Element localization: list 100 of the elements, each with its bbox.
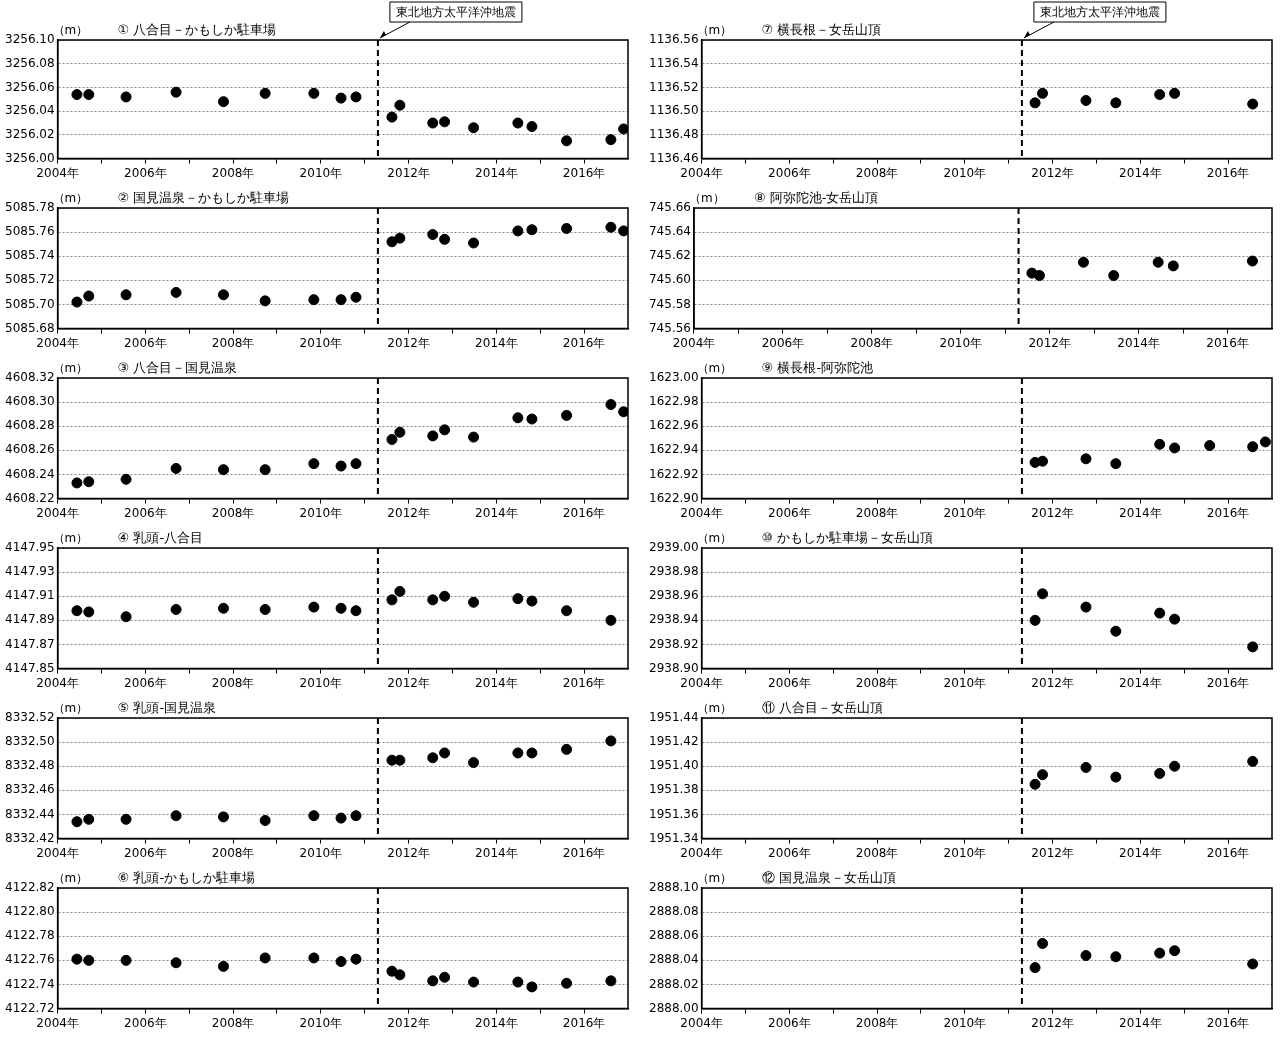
x-tick-label: 2008年 xyxy=(211,165,255,180)
chart-title: ⑧ 阿弥陀池-女岳山頂 xyxy=(753,189,879,205)
point xyxy=(1029,614,1041,626)
x-tick-label: 2012年 xyxy=(1031,505,1074,520)
point xyxy=(1169,442,1181,454)
x-tick-label: 2016年 xyxy=(562,675,606,690)
x-tick-label: 2006年 xyxy=(124,335,167,350)
y-tick-label: 1622.98 xyxy=(649,394,699,409)
x-tick-label: 2010年 xyxy=(299,165,343,180)
chart-title: ③ 八合目－国見温泉 xyxy=(117,359,238,375)
y-tick-label: 4608.24 xyxy=(5,466,55,481)
x-tick-label: 2014年 xyxy=(475,1015,518,1030)
x-tick-label: 2016年 xyxy=(1206,845,1250,860)
y-tick-label: 8332.46 xyxy=(5,782,55,797)
point xyxy=(308,458,320,470)
point xyxy=(512,412,524,424)
y-tick-label: 2888.02 xyxy=(649,976,699,991)
y-tick-label: 5085.72 xyxy=(5,272,55,287)
x-tick-label: 2004年 xyxy=(36,1015,79,1030)
point xyxy=(605,134,617,146)
point xyxy=(618,123,628,135)
point xyxy=(439,590,451,602)
point xyxy=(526,224,538,236)
point xyxy=(1080,601,1092,613)
point xyxy=(71,89,83,101)
y-tick-label: 4122.72 xyxy=(5,1000,55,1015)
y-tick-label: 3256.04 xyxy=(5,103,55,118)
y-tick-label: 745.56 xyxy=(648,320,691,335)
x-tick-label: 2014年 xyxy=(1119,845,1162,860)
point xyxy=(217,464,229,476)
point xyxy=(394,426,406,438)
point xyxy=(1080,761,1092,773)
point xyxy=(561,605,573,617)
point xyxy=(512,117,524,129)
point xyxy=(561,223,573,234)
x-tick-label: 2012年 xyxy=(387,335,430,350)
y-tick-label: 2939.00 xyxy=(649,540,699,555)
point xyxy=(1080,950,1092,962)
point xyxy=(427,752,439,764)
point xyxy=(1204,440,1216,452)
point xyxy=(605,614,617,626)
y-tick-label: 745.66 xyxy=(648,200,691,215)
y-tick-label: 1136.52 xyxy=(649,79,699,94)
point xyxy=(120,473,132,485)
x-tick-label: 2004年 xyxy=(680,1015,723,1030)
point xyxy=(217,811,229,823)
point xyxy=(605,735,617,747)
point xyxy=(1167,260,1179,272)
point xyxy=(1029,778,1041,790)
point xyxy=(71,953,83,965)
y-tick-label: 4147.93 xyxy=(5,564,55,579)
y-tick-label: 2938.94 xyxy=(649,612,699,627)
x-tick-label: 2004年 xyxy=(36,165,79,180)
x-tick-label: 2010年 xyxy=(943,165,987,180)
x-tick-label: 2004年 xyxy=(680,675,723,690)
y-tick-label: 1951.34 xyxy=(649,830,699,845)
point xyxy=(605,975,617,987)
point xyxy=(1169,760,1181,772)
point xyxy=(170,604,182,616)
y-axis-title: （m） xyxy=(52,531,89,546)
x-tick-label: 2016年 xyxy=(1206,1015,1250,1030)
point xyxy=(120,611,132,623)
x-tick-label: 2010年 xyxy=(943,1015,987,1030)
x-tick-label: 2012年 xyxy=(1031,165,1074,180)
y-tick-label: 5085.74 xyxy=(5,248,55,263)
point xyxy=(512,976,524,988)
point xyxy=(350,810,362,822)
point xyxy=(335,294,347,306)
point xyxy=(350,953,362,965)
point xyxy=(427,229,439,241)
point xyxy=(71,477,83,489)
y-tick-label: 2938.96 xyxy=(649,588,699,603)
chart-title: ⑥ 乳頭-かもしか駐車場 xyxy=(117,869,256,885)
chart-title: ⑪ 八合目－女岳山頂 xyxy=(761,699,883,715)
point xyxy=(605,399,617,411)
x-tick-label: 2010年 xyxy=(939,335,983,350)
point xyxy=(468,757,480,769)
y-tick-label: 8332.44 xyxy=(5,806,55,821)
x-tick-label: 2008年 xyxy=(855,845,899,860)
point xyxy=(1247,958,1259,970)
x-tick-label: 2014年 xyxy=(475,335,518,350)
point xyxy=(217,289,229,301)
y-tick-label: 3256.06 xyxy=(5,79,55,94)
chart-title: ④ 乳頭-八合目 xyxy=(117,529,204,545)
y-tick-label: 5085.76 xyxy=(5,224,55,239)
y-tick-label: 4608.22 xyxy=(5,490,55,505)
point xyxy=(308,810,320,822)
point xyxy=(427,117,439,129)
point xyxy=(618,225,628,237)
y-tick-label: 1136.50 xyxy=(649,103,699,118)
point xyxy=(468,237,480,249)
x-tick-label: 2004年 xyxy=(680,505,723,520)
point xyxy=(561,977,573,989)
point xyxy=(1110,625,1122,637)
x-tick-label: 2016年 xyxy=(562,165,606,180)
point xyxy=(439,116,451,128)
y-tick-label: 8332.50 xyxy=(5,734,55,749)
point xyxy=(1169,613,1181,625)
x-tick-label: 2014年 xyxy=(1119,675,1162,690)
x-tick-label: 2014年 xyxy=(475,675,518,690)
